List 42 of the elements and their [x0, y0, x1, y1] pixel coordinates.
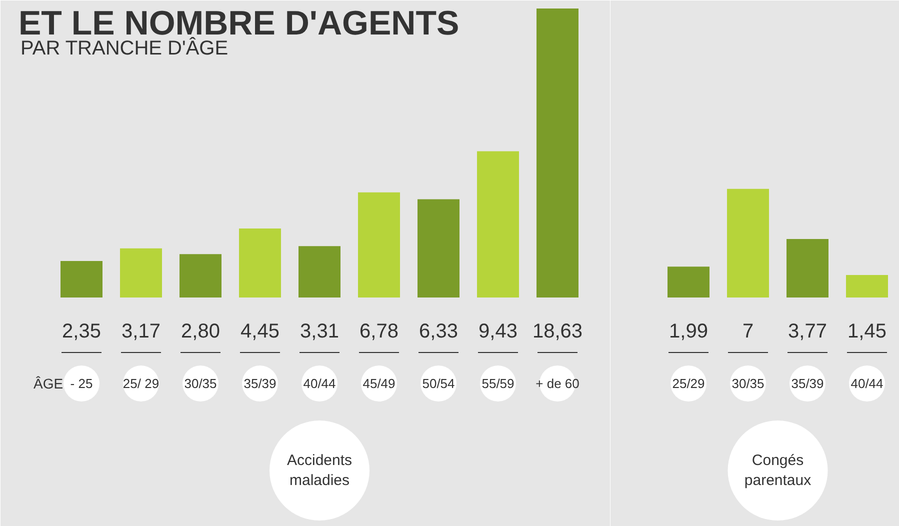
- bar: [239, 228, 281, 298]
- x-axis-title: Accidents maladies: [286, 452, 352, 490]
- bar: [418, 199, 460, 298]
- x-tick-label: 45/49: [362, 376, 396, 391]
- x-tick-label: 25/ 29: [122, 376, 160, 391]
- data-label: 6,78: [360, 320, 398, 342]
- x-tick-label: 55/59: [482, 376, 514, 391]
- data-label: 1,45: [848, 320, 886, 342]
- x-tick-label: - 25: [70, 376, 93, 391]
- x-axis-title: Congés parentaux: [744, 452, 812, 490]
- data-label: 18,63: [532, 320, 583, 342]
- x-tick-label: 30/35: [732, 376, 764, 391]
- bar: [727, 188, 769, 298]
- data-label: 3,17: [122, 320, 160, 342]
- bar: [536, 8, 578, 298]
- data-label: 3,77: [788, 320, 827, 342]
- bar: [180, 254, 222, 298]
- data-label: 2,80: [181, 320, 220, 342]
- data-label: 1,99: [669, 320, 708, 342]
- data-label: 3,31: [300, 320, 339, 342]
- x-tick-label: 35/39: [791, 376, 824, 391]
- x-tick-label: 50/54: [422, 376, 455, 391]
- bar: [298, 246, 340, 298]
- x-tick-label: 40/44: [303, 376, 336, 391]
- bar: [120, 248, 162, 298]
- data-label: 4,45: [240, 320, 280, 342]
- bar: [786, 239, 828, 298]
- data-label: 6,33: [419, 320, 458, 342]
- x-tick-label: 25/29: [672, 376, 705, 391]
- bar: [60, 261, 102, 298]
- data-label: 9,43: [478, 320, 518, 342]
- x-tick-label: 30/35: [184, 376, 217, 391]
- x-tick-label: 35/39: [244, 376, 276, 391]
- text: ÂGE: [34, 376, 64, 392]
- bar: [358, 192, 400, 298]
- data-label: 7: [742, 320, 754, 342]
- bar: [846, 275, 888, 298]
- bar: [477, 151, 519, 298]
- x-tick-label: 40/44: [850, 376, 884, 391]
- data-label: 2,35: [62, 320, 101, 342]
- bar: [668, 266, 710, 298]
- x-tick-label: + de 60: [536, 376, 580, 391]
